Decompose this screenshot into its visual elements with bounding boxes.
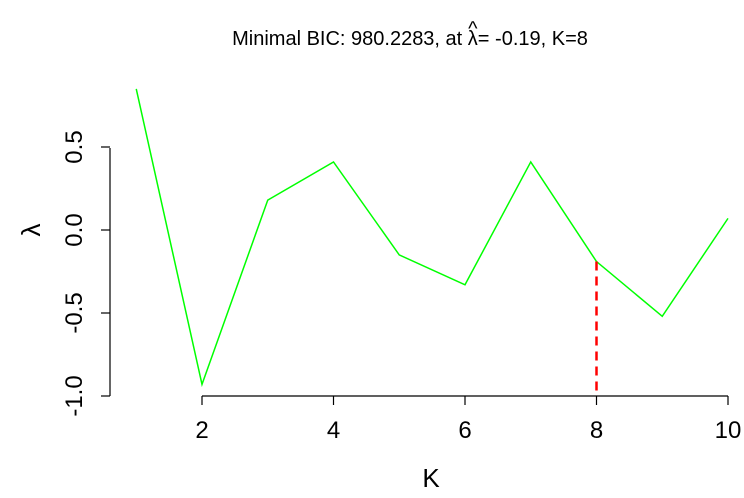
title-hat-accent: ^ bbox=[468, 18, 478, 40]
y-tick-label: -0.5 bbox=[61, 292, 88, 333]
y-tick-label: 0.5 bbox=[61, 130, 88, 163]
y-tick-label: 0.0 bbox=[61, 213, 88, 246]
plot-area bbox=[135, 88, 729, 396]
title-prefix: Minimal BIC: 980.2283, at bbox=[232, 28, 468, 50]
x-tick-label: 2 bbox=[195, 417, 208, 444]
x-axis-ticks: 2 4 6 8 10 bbox=[195, 396, 741, 444]
y-tick-label: -1.0 bbox=[61, 375, 88, 416]
y-axis-title: λ bbox=[16, 224, 46, 237]
title-suffix: = -0.19, K=8 bbox=[478, 28, 588, 50]
x-axis-title: K bbox=[422, 463, 440, 493]
chart-title: Minimal BIC: 980.2283, at λ= -0.19, K=8 bbox=[232, 28, 588, 50]
x-tick-label: 10 bbox=[715, 417, 742, 444]
x-tick-label: 4 bbox=[327, 417, 340, 444]
series-line bbox=[135, 88, 729, 388]
title-symbol: λ bbox=[468, 28, 478, 50]
y-axis-ticks: -1.0 -0.5 0.0 0.5 bbox=[61, 130, 110, 417]
x-tick-label: 6 bbox=[458, 417, 471, 444]
x-tick-label: 8 bbox=[590, 417, 603, 444]
